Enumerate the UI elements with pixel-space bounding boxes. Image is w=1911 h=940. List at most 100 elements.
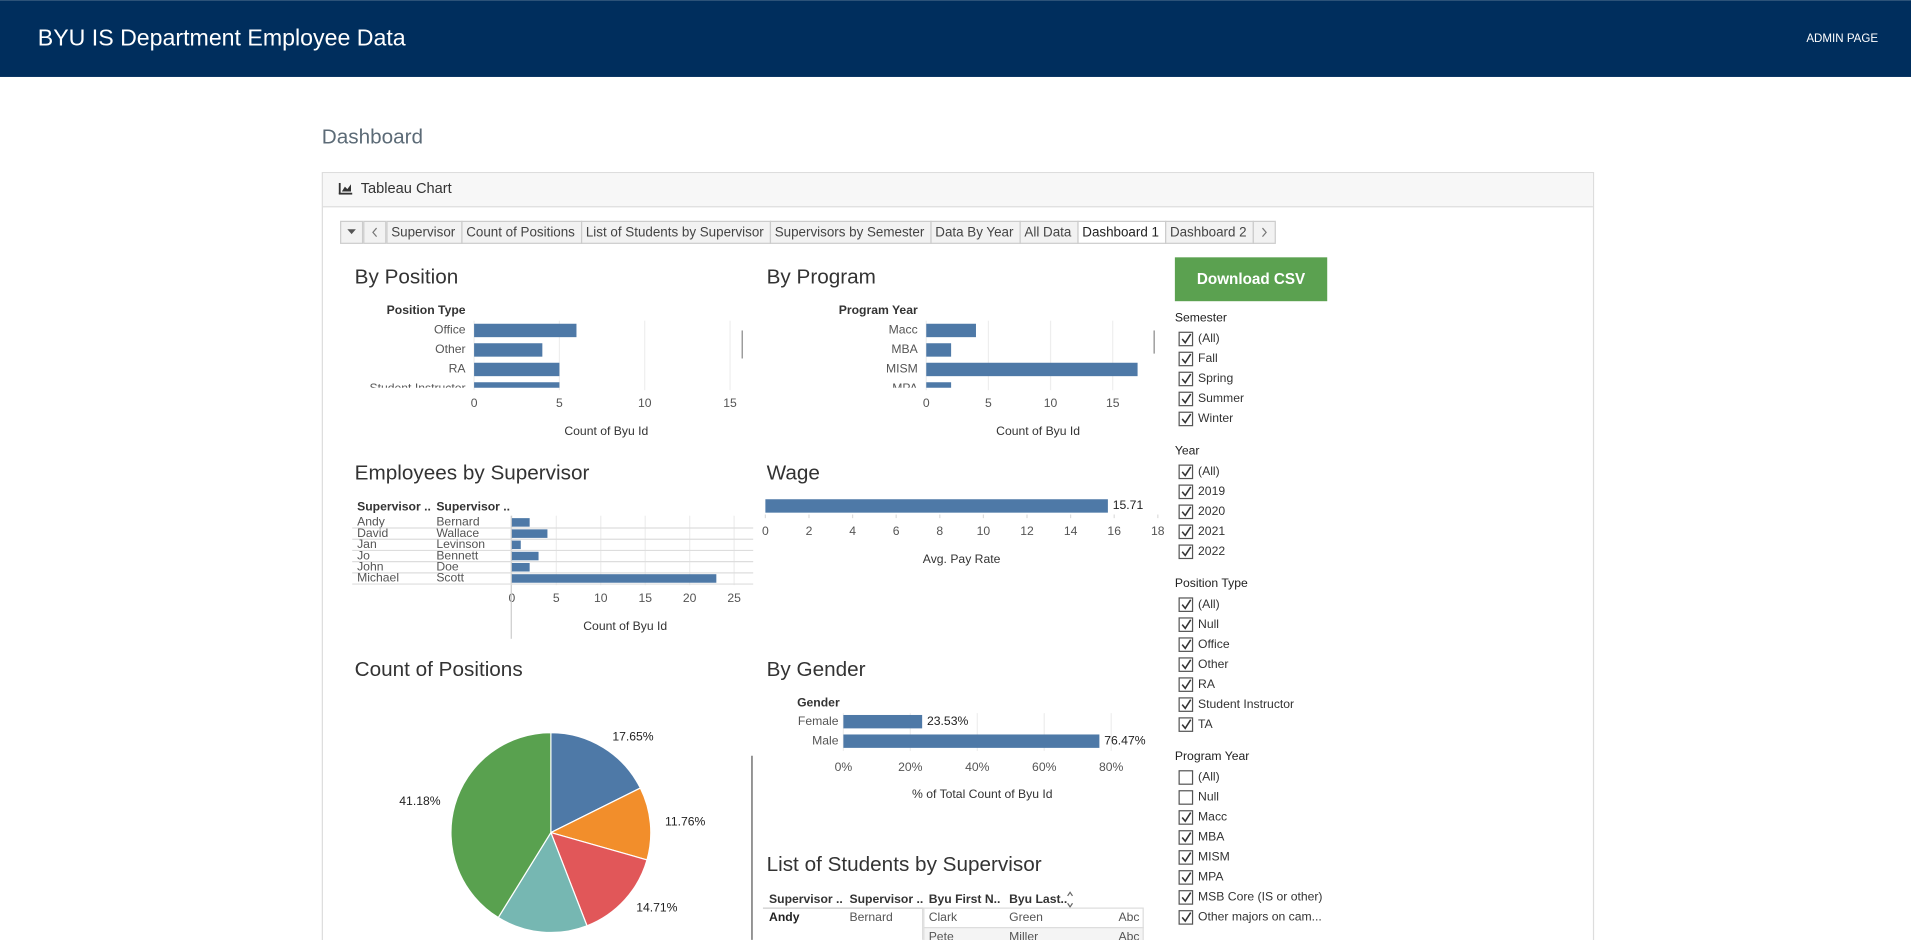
chart: Count of Positions 17.65% 11.76% 14.71% 41.1… <box>355 658 706 934</box>
app-title: BYU IS Department Employee Data <box>38 24 406 50</box>
check-mark <box>1181 892 1192 903</box>
pie-slice <box>549 787 652 861</box>
row-label: MPA <box>892 381 918 395</box>
x-tick-label: 0 <box>923 396 930 410</box>
pie-slice <box>550 732 642 834</box>
x-tick-label: 10 <box>1044 396 1058 410</box>
download-button[interactable] <box>1174 257 1328 302</box>
chart: Employees by Supervisor Supervisor .. Supe… <box>352 462 754 639</box>
filter-title: Year <box>1175 443 1200 457</box>
column-header: Byu Last.. <box>1009 892 1067 906</box>
check-mark <box>1181 852 1192 863</box>
row-label: MBA <box>891 342 918 356</box>
tab-bar: Supervisor Count of Positions List of Stud… <box>340 220 1276 244</box>
column-header: Byu First N.. <box>929 892 1001 906</box>
next-arrow <box>1262 227 1267 238</box>
tab-label: Dashboard 1 <box>1082 225 1159 240</box>
chart-icon <box>338 182 353 195</box>
chart: Wage 0 2 4 6 8 10 12 14 16 18 Avg. Pay Rate 15.71 <box>762 462 1165 566</box>
bar <box>926 343 952 357</box>
filter-option: MPA <box>1198 870 1224 884</box>
admin-link[interactable]: ADMIN PAGE <box>1806 33 1878 45</box>
download-label: Download CSV <box>1197 271 1306 288</box>
tab-label: Data By Year <box>935 225 1014 240</box>
table-cell: Miller <box>1009 930 1038 940</box>
pie-slice <box>549 831 648 927</box>
check-mark <box>1181 832 1192 843</box>
x-axis-title: Avg. Pay Rate <box>923 552 1001 566</box>
bar <box>843 714 923 729</box>
table-cell: Green <box>1009 910 1043 924</box>
row-label: Scott <box>436 571 464 585</box>
row-label: RA <box>449 362 467 376</box>
x-tick-label: 16 <box>1107 524 1121 538</box>
column-header: Supervisor .. <box>849 892 923 906</box>
chart: By Gender Gender 0% 20% 40% 60% 80% % of Total … <box>767 658 1146 801</box>
x-tick-label: 0 <box>471 396 478 410</box>
bar <box>474 362 560 377</box>
check-mark <box>1181 659 1192 670</box>
x-tick-label: 10 <box>594 591 608 605</box>
filter-option: 2020 <box>1198 504 1225 518</box>
checkbox[interactable] <box>1178 770 1194 785</box>
filter-option: 2019 <box>1198 484 1225 498</box>
x-tick-label: 15 <box>723 396 737 410</box>
chart-title: Wage <box>767 462 820 485</box>
check-mark <box>1181 506 1192 517</box>
bar <box>765 499 1108 513</box>
column-header: Supervisor .. <box>769 892 843 906</box>
bar <box>474 343 543 357</box>
pie-slice <box>497 831 588 934</box>
prev-arrow <box>372 227 378 238</box>
top-bar <box>0 0 1911 77</box>
x-tick-label: 5 <box>556 396 563 410</box>
row-label: Female <box>798 714 839 728</box>
tab-prev[interactable] <box>363 220 387 244</box>
filter-option: Winter <box>1198 411 1233 425</box>
x-tick-label: 18 <box>1151 524 1165 538</box>
filter-option: 2022 <box>1198 544 1225 558</box>
tab-label: Count of Positions <box>466 225 575 240</box>
chart: By Program Program Year 0 5 10 15 Count of Byu… <box>767 266 1138 438</box>
check-mark <box>1181 546 1192 557</box>
chart-title: Employees by Supervisor <box>355 462 590 485</box>
check-mark <box>1181 719 1192 730</box>
table-cell: Abc <box>1119 910 1140 924</box>
row-label: Wallace <box>436 526 479 540</box>
row-label: Macc <box>889 323 918 337</box>
rows: Office Other RA Student Instructor <box>369 323 577 395</box>
row-label: Jan <box>357 537 377 551</box>
table-cell: Bernard <box>849 910 892 924</box>
filter-title: Semester <box>1175 310 1227 324</box>
x-tick-label: 10 <box>638 396 652 410</box>
x-axis-title: Count of Byu Id <box>583 619 667 633</box>
value-label: 76.47% <box>1104 733 1145 747</box>
x-tick-label: 14 <box>1064 524 1078 538</box>
chart-title: By Gender <box>767 658 866 681</box>
x-tick-label: 0 <box>508 591 515 605</box>
x-tick-label: 5 <box>985 396 992 410</box>
checkbox[interactable] <box>1178 790 1194 805</box>
bar <box>511 551 539 561</box>
bar <box>474 323 577 338</box>
row-label: David <box>357 526 388 540</box>
tab-next[interactable] <box>1252 220 1276 244</box>
row-label: Student Instructor <box>369 381 465 395</box>
row-label: Doe <box>436 559 459 573</box>
filter-option: 2021 <box>1198 524 1225 538</box>
check-mark <box>1181 353 1192 364</box>
x-tick-label: 12 <box>1020 524 1034 538</box>
row-label: Jo <box>357 548 370 562</box>
filter-option: (All) <box>1198 597 1220 611</box>
filter-option: (All) <box>1198 464 1220 478</box>
check-mark <box>1181 526 1192 537</box>
chart-title: By Position <box>355 266 459 289</box>
bar <box>474 382 560 388</box>
check-mark <box>1181 639 1192 650</box>
x-tick-label: 40% <box>965 760 990 774</box>
row-label: John <box>357 559 383 573</box>
filter-option: Fall <box>1198 351 1218 365</box>
x-tick-label: 15 <box>1106 396 1120 410</box>
row-label: Bennett <box>436 548 479 562</box>
table-cell: Clark <box>929 910 958 924</box>
